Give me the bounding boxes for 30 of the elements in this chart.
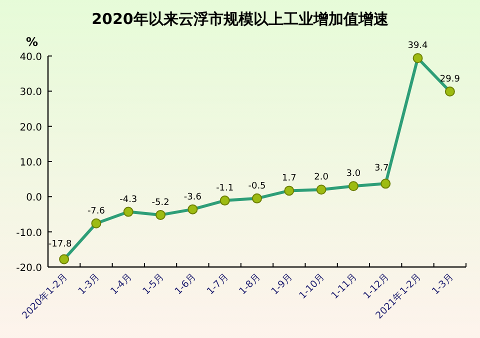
x-tick-label: 1-9月 <box>269 271 296 298</box>
y-tick-label: 20.0 <box>20 122 42 134</box>
x-tick-label: 1-7月 <box>205 271 231 298</box>
y-tick-label: 10.0 <box>20 158 42 168</box>
x-tick-label: 1-3月 <box>76 271 102 298</box>
x-tick-label: 1-4月 <box>108 271 135 298</box>
data-label: -1.1 <box>216 184 234 194</box>
y-tick-label: -20.0 <box>16 263 42 274</box>
data-label: -5.2 <box>152 198 170 208</box>
data-label: 1.7 <box>282 174 296 184</box>
chart-title: 2020年以来云浮市规模以上工业增加值增速 <box>92 10 390 28</box>
x-tick-label: 1-3月 <box>430 271 456 298</box>
y-tick-label: 30.0 <box>20 87 42 98</box>
data-label: 29.9 <box>440 74 460 85</box>
data-label: -0.5 <box>248 181 266 192</box>
data-label: -17.8 <box>48 239 72 250</box>
data-label: 3.7 <box>374 164 389 174</box>
y-tick-label: 0.0 <box>26 192 42 204</box>
y-tick-label: 40.0 <box>20 52 42 63</box>
data-label: 2.0 <box>314 172 329 183</box>
data-label: 3.0 <box>346 169 361 180</box>
x-tick-label: 1-5月 <box>140 271 167 298</box>
y-tick-label: -10.0 <box>16 228 42 239</box>
x-tick-label: 1-6月 <box>172 271 199 298</box>
data-label: 39.4 <box>408 41 428 52</box>
data-label: -7.6 <box>87 206 106 216</box>
y-axis-title: % <box>26 35 38 49</box>
data-label: -4.3 <box>120 194 138 205</box>
x-tick-label: 1-8月 <box>237 271 264 298</box>
data-label: -3.6 <box>184 192 202 202</box>
